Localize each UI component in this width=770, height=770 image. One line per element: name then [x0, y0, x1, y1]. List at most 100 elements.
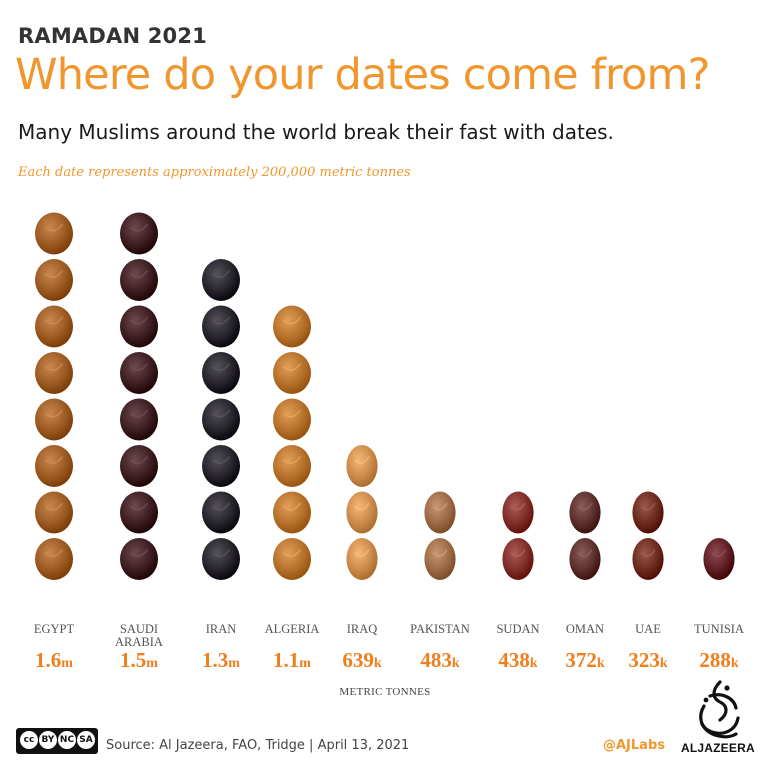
- date-icon-algeria: [273, 491, 311, 534]
- date-icon-highlight: [44, 363, 64, 371]
- date-icon-iraq: [346, 538, 378, 580]
- date-icon-highlight: [640, 502, 656, 511]
- date-icon-egypt: [35, 538, 73, 580]
- sa-icon: SA: [77, 731, 95, 749]
- date-icon-algeria: [273, 538, 311, 580]
- date-icon-highlight: [282, 363, 302, 371]
- date-icon-highlight: [44, 549, 64, 557]
- aljazeera-brand: ALJAZEERA: [681, 741, 755, 755]
- date-icon-highlight: [211, 456, 231, 464]
- kicker: RAMADAN 2021: [18, 24, 207, 48]
- cc-icon: cc: [20, 731, 38, 749]
- date-icon-egypt: [35, 259, 73, 301]
- date-icon-saudi-arabia: [120, 212, 158, 255]
- date-icon-highlight: [282, 502, 302, 511]
- date-icon-saudi-arabia: [120, 538, 158, 580]
- date-icon-iran: [202, 352, 240, 394]
- by-icon: BY: [39, 731, 57, 749]
- date-icon-highlight: [129, 223, 149, 232]
- value-label: 372k: [565, 648, 605, 672]
- date-icon-highlight: [211, 549, 231, 557]
- date-icon-highlight: [640, 549, 656, 557]
- category-label: IRAQ: [347, 622, 378, 636]
- date-icon-algeria: [273, 305, 311, 348]
- date-icon-highlight: [211, 409, 231, 418]
- date-icon-egypt: [35, 491, 73, 534]
- date-icon-egypt: [35, 445, 73, 487]
- date-icon-sudan: [502, 491, 534, 534]
- date-icon-highlight: [211, 270, 231, 278]
- subheadline: Many Muslims around the world break thei…: [18, 120, 614, 144]
- nc-icon: NC: [58, 731, 76, 749]
- date-icon-highlight: [129, 549, 149, 557]
- date-icon-uae: [632, 538, 664, 580]
- date-icon-iraq: [346, 491, 378, 534]
- creative-commons-badge: cc BY NC SA: [16, 728, 98, 754]
- date-icon-highlight: [282, 456, 302, 464]
- x-axis-label: METRIC TONNES: [339, 686, 431, 698]
- date-icon-egypt: [35, 398, 73, 441]
- date-icon-highlight: [282, 409, 302, 418]
- date-icon-highlight: [211, 363, 231, 371]
- date-icon-oman: [569, 491, 601, 534]
- date-icon-iraq: [346, 445, 378, 487]
- date-icon-highlight: [510, 549, 526, 557]
- category-label: UAE: [635, 622, 661, 636]
- date-icon-highlight: [432, 502, 448, 511]
- date-icon-highlight: [44, 270, 64, 278]
- value-label: 288k: [699, 648, 739, 672]
- category-label: ALGERIA: [265, 622, 320, 636]
- date-icon-highlight: [354, 456, 370, 464]
- date-icon-highlight: [44, 502, 64, 511]
- date-icon-highlight: [129, 502, 149, 511]
- value-label: 483k: [420, 648, 460, 672]
- date-icon-highlight: [211, 316, 231, 325]
- category-label: SUDAN: [496, 622, 539, 636]
- date-icon-highlight: [354, 502, 370, 511]
- date-icon-saudi-arabia: [120, 352, 158, 394]
- ajlabs-handle[interactable]: @AJLabs: [603, 738, 665, 753]
- category-label: OMAN: [566, 622, 604, 636]
- category-label: TUNISIA: [694, 622, 744, 636]
- date-icon-saudi-arabia: [120, 398, 158, 441]
- date-icon-highlight: [577, 549, 593, 557]
- date-icon-highlight: [432, 549, 448, 557]
- date-icon-iran: [202, 259, 240, 301]
- date-icon-highlight: [354, 549, 370, 557]
- date-icon-saudi-arabia: [120, 491, 158, 534]
- date-icon-iran: [202, 398, 240, 441]
- date-icon-pakistan: [424, 491, 456, 534]
- date-icon-saudi-arabia: [120, 305, 158, 348]
- value-label: 1.6m: [35, 648, 73, 672]
- date-icon-algeria: [273, 352, 311, 394]
- category-label: IRAN: [206, 622, 237, 636]
- date-icon-highlight: [577, 502, 593, 511]
- category-label: PAKISTAN: [410, 622, 470, 636]
- date-icon-tunisia: [703, 538, 735, 580]
- date-icon-highlight: [129, 363, 149, 371]
- date-icon-pakistan: [424, 538, 456, 580]
- date-icon-iran: [202, 305, 240, 348]
- date-icon-uae: [632, 491, 664, 534]
- date-icon-saudi-arabia: [120, 259, 158, 301]
- value-label: 438k: [498, 648, 538, 672]
- value-label: 639k: [342, 648, 382, 672]
- date-icon-highlight: [129, 316, 149, 325]
- category-label: SAUDI ARABIA: [115, 622, 163, 649]
- date-icon-egypt: [35, 352, 73, 394]
- date-icon-algeria: [273, 445, 311, 487]
- date-icon-sudan: [502, 538, 534, 580]
- date-icon-iran: [202, 491, 240, 534]
- category-label: EGYPT: [34, 622, 75, 636]
- date-icon-highlight: [44, 409, 64, 418]
- value-label: 323k: [628, 648, 668, 672]
- date-icon-highlight: [211, 502, 231, 511]
- value-label: 1.5m: [120, 648, 158, 672]
- date-icon-highlight: [711, 549, 727, 557]
- value-label: 1.3m: [202, 648, 240, 672]
- date-icon-algeria: [273, 398, 311, 441]
- date-icon-highlight: [510, 502, 526, 511]
- date-icon-saudi-arabia: [120, 445, 158, 487]
- date-icon-highlight: [129, 409, 149, 418]
